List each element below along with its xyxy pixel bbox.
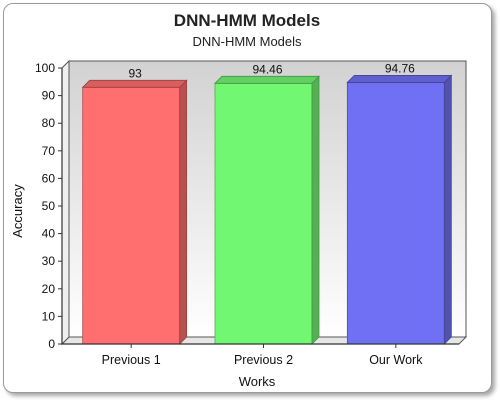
data-label-2: 94.46 [252,62,282,76]
y-tick-label: 100 [35,61,55,75]
data-label-3: 94.76 [385,61,415,75]
x-tick-label: Our Work [369,353,423,367]
y-tick-label: 20 [42,282,56,296]
y-tick-label: 10 [42,309,56,323]
y-tick-label: 60 [42,171,56,185]
x-axis-label: Works [239,374,276,389]
y-tick-label: 80 [42,116,56,130]
y-tick-label: 50 [42,199,56,213]
bar-top-1 [81,79,188,88]
plot-area: 0 10 20 30 40 50 60 70 80 90 100 93 Previous 1 94.46 P… [35,59,468,367]
y-tick-label: 0 [48,337,55,351]
x-tick-label: Previous 2 [234,353,293,367]
bar-side-2 [311,75,320,345]
y-tick-label: 40 [42,227,56,241]
y-tick-label: 30 [42,254,56,268]
bar-side-1 [179,79,188,345]
bar-3 [346,82,445,345]
y-axis-label: Accuracy [10,184,25,238]
chart-subtitle: DNN-HMM Models [192,34,302,49]
plot-side-wall [61,59,70,346]
bar-top-2 [214,75,320,84]
y-tick-label: 90 [42,89,56,103]
bar-2 [214,82,313,345]
bar-side-3 [443,74,452,345]
x-tick-label: Previous 1 [102,353,161,367]
bar-top-3 [346,75,453,83]
chart-frame: DNN-HMM Models DNN-HMM Models Accuracy W… [3,3,492,393]
bar-chart: DNN-HMM Models DNN-HMM Models Accuracy W… [10,11,468,389]
bar-1 [82,86,181,345]
y-tick-label: 70 [42,144,56,158]
data-label-1: 93 [128,66,142,80]
chart-title: DNN-HMM Models [174,11,320,30]
